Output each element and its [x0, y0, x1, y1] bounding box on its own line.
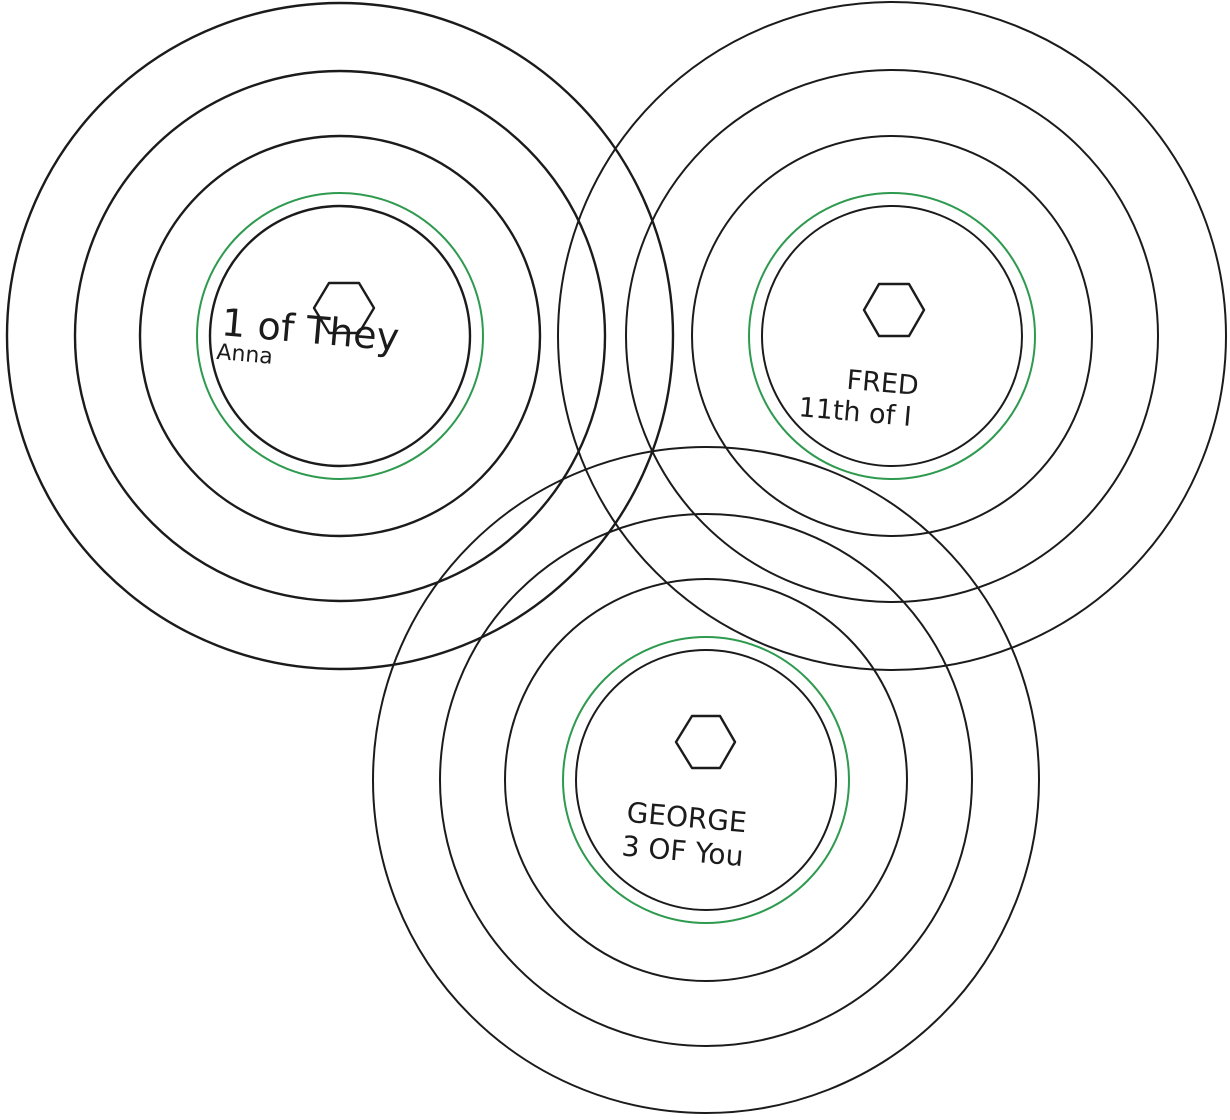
disc-george-accent-ring [562, 636, 850, 924]
disc-fred-ring-outer [557, 1, 1227, 671]
disc-george-ring-outer [372, 446, 1040, 1114]
hexagon-icon [312, 281, 376, 335]
disc-anna-name: Anna [215, 340, 273, 370]
disc-fred-ring-3 [691, 135, 1093, 537]
disc-anna-ring-3 [138, 134, 542, 538]
disc-george-ring-2 [439, 513, 973, 1047]
disc-fred-ring-2 [625, 69, 1159, 603]
disc-anna: 1 of They Anna [5, 1, 675, 671]
disc-anna-accent-ring [196, 192, 484, 480]
disc-george-label-ring [575, 649, 837, 911]
disc-fred-name: FRED [845, 365, 920, 402]
hexagon-icon [862, 282, 926, 338]
disc-fred-label-ring [761, 205, 1023, 467]
disc-fred-accent-ring [748, 192, 1036, 480]
disc-anna-ring-2 [73, 69, 607, 603]
disc-anna-label-ring [208, 204, 472, 468]
hexagon-icon [674, 714, 737, 770]
disc-anna-ring-outer [5, 1, 675, 671]
disc-george: GEORGE 3 OF You [372, 446, 1040, 1114]
disc-george-ring-3 [504, 578, 908, 982]
disc-fred: FRED 11th of I [557, 1, 1227, 671]
